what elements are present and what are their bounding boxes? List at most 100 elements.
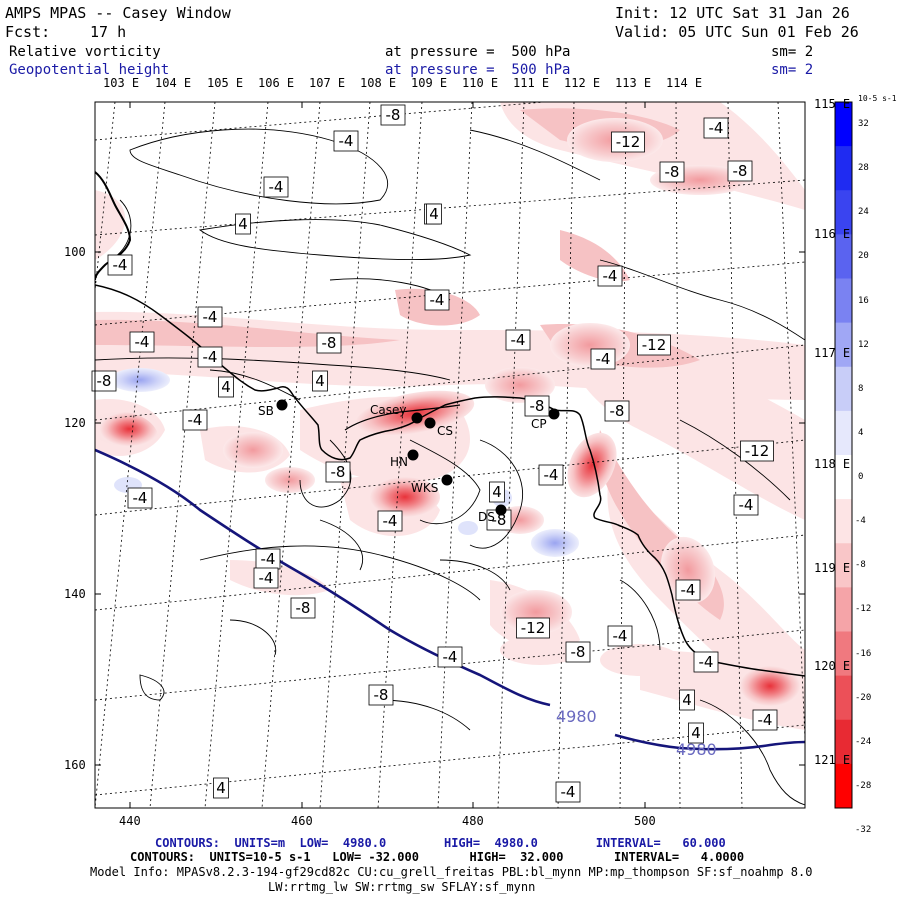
colorbar <box>835 102 852 809</box>
contour-label-box <box>727 160 753 182</box>
geopotential-contour <box>95 448 805 751</box>
colorbar-label: 0 <box>858 472 864 483</box>
x-tick-label: 440 <box>119 814 141 828</box>
station-label: CP <box>531 417 547 431</box>
longitude-label: 106 E <box>258 76 295 90</box>
fcst-hours: 17 h <box>90 23 127 41</box>
init-time: Init: 12 UTC Sat 31 Jan 26 <box>615 4 850 22</box>
contour-label-box <box>127 487 153 509</box>
contour-label: -4 <box>203 348 218 366</box>
vorticity-fill <box>95 102 805 806</box>
contour-label: -4 <box>339 132 354 150</box>
contour-label: 4 <box>682 691 692 709</box>
longitude-label: 110 E <box>462 76 499 90</box>
contour-label-box <box>197 346 223 368</box>
colorbar-swatch <box>835 322 852 368</box>
x-tick-label: 500 <box>634 814 656 828</box>
longitude-label: 113 E <box>615 76 652 90</box>
colorbar-label: 32 <box>858 119 869 130</box>
station-label: WKS <box>411 481 438 495</box>
field-name: Geopotential height <box>9 62 170 78</box>
colorbar-label: 12 <box>858 339 869 350</box>
contour-label-box <box>325 461 351 483</box>
colorbar-label: -32 <box>855 825 872 836</box>
colorbar-frame <box>834 101 853 809</box>
contour-label: -8 <box>530 397 545 415</box>
contour-label-box <box>611 131 645 153</box>
contour-label: -8 <box>331 463 346 481</box>
colorbar-label: -12 <box>855 604 872 615</box>
colorbar-label: 28 <box>858 163 869 174</box>
longitude-label: 109 E <box>411 76 448 90</box>
contour-label-box <box>505 329 531 351</box>
footer-vorticity-contours: CONTOURS: UNITS=10-5 s-1 LOW= -32.000 HI… <box>130 850 745 864</box>
contour-label-box <box>368 684 394 706</box>
colorbar-swatch <box>835 543 852 588</box>
colorbar-label: -28 <box>855 780 872 791</box>
longitude-label: 114 E <box>666 76 703 90</box>
contour-label: -4 <box>603 267 618 285</box>
station-label: DS <box>478 510 495 524</box>
contour-label: -4 <box>259 569 274 587</box>
y-tick-label: 120 <box>64 416 86 430</box>
stations: Casey CS HN SB CP WKS DS <box>258 399 560 524</box>
vorticity-labels: -8-4-444-4-4-4-4-8-4-844-4-4-12-8-8-4-4-… <box>91 104 778 803</box>
colorbar-swatch <box>835 278 852 324</box>
contour-label: -8 <box>610 402 625 420</box>
station-label: HN <box>390 455 408 469</box>
contour-label: -4 <box>203 308 218 326</box>
longitude-label: 121 E <box>814 753 851 767</box>
longitude-label: 111 E <box>513 76 550 90</box>
height-label: 4980 <box>556 707 597 726</box>
y-tick-label: 100 <box>64 245 86 259</box>
contour-label-box <box>733 494 759 516</box>
contour-label: -4 <box>511 331 526 349</box>
field-pressure: at pressure = 500 hPa <box>385 62 571 78</box>
colorbar-swatch <box>835 366 852 412</box>
longitude-label: 108 E <box>360 76 397 90</box>
contour-label: -4 <box>596 350 611 368</box>
contour-label-box <box>312 370 328 392</box>
contour-label-box <box>555 781 581 803</box>
contour-label: -4 <box>269 178 284 196</box>
contour-label-box <box>380 104 406 126</box>
contour-label-box <box>679 689 695 711</box>
contour-label-box <box>316 332 342 354</box>
station-marker <box>411 412 423 424</box>
contour-label: -8 <box>571 643 586 661</box>
colorbar-label: 16 <box>858 295 869 306</box>
contour-label: -8 <box>492 511 507 529</box>
colorbar-swatch <box>835 631 852 677</box>
colorbar-label: 4 <box>858 427 864 438</box>
contour-label: -4 <box>113 256 128 274</box>
field-smoothing: sm= 2 <box>771 44 814 60</box>
height-label: 4980 <box>676 740 717 759</box>
colorbar-units: 10-5 s-1 <box>858 94 897 103</box>
colorbar-swatch <box>835 410 852 456</box>
contour-label-box <box>182 409 208 431</box>
longitude-label: 119 E <box>814 561 851 575</box>
contour-label-box <box>129 331 155 353</box>
colorbar-swatch <box>835 675 852 721</box>
station-marker <box>276 399 288 411</box>
station-marker <box>407 449 419 461</box>
plot-frame <box>94 101 806 809</box>
contour-label: -8 <box>733 162 748 180</box>
field-pressure: at pressure = 500 hPa <box>385 44 571 60</box>
contour-label: -4 <box>613 627 628 645</box>
contour-label: 4 <box>221 378 231 396</box>
colorbar-label: -24 <box>855 736 872 747</box>
contour-label-box <box>659 161 685 183</box>
colorbar-label: -20 <box>855 692 872 703</box>
contour-label-box <box>213 777 229 799</box>
contour-label-box <box>263 176 289 198</box>
colorbar-swatch <box>835 499 852 544</box>
footer-model-info: Model Info: MPASv8.2.3-194-gf29cd82c CU:… <box>90 865 813 879</box>
colorbar-label: 20 <box>858 251 869 262</box>
contour-label: 4 <box>315 372 325 390</box>
contour-label: -4 <box>135 333 150 351</box>
colorbar-swatch <box>835 455 852 500</box>
contour-label-box <box>197 306 223 328</box>
contour-label-box <box>752 709 778 731</box>
contour-label: -8 <box>665 163 680 181</box>
